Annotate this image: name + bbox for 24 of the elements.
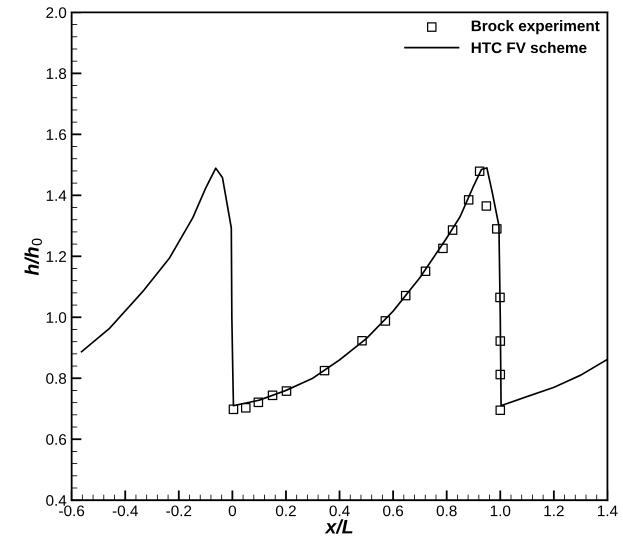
x-tick-label: -0.6 [59, 505, 84, 516]
y-tick-label: 1.8 [46, 68, 66, 80]
x-tick-label: -0.4 [112, 505, 138, 516]
x-tick-label: 1.2 [544, 505, 564, 516]
y-tick-label: 1.0 [46, 312, 66, 323]
x-tick-label: 0.6 [383, 505, 404, 516]
y-axis-title: h/h$_{0}$ [24, 238, 42, 276]
x-tick-label: 1.4 [598, 506, 618, 516]
y-tick-label: 0.6 [46, 434, 66, 445]
legend-label: Brock experiment [472, 20, 600, 34]
x-tick-label: 0 [228, 505, 236, 516]
y-tick-label: 1.6 [46, 129, 66, 140]
x-tick-label: 0.4 [330, 505, 350, 516]
y-tick-label: 1.4 [46, 190, 66, 201]
legend-label: HTC FV scheme [472, 42, 587, 54]
y-tick-label: 0.8 [46, 373, 66, 384]
y-tick-label: 1.2 [46, 251, 66, 262]
x-tick-label: 0.8 [436, 505, 457, 516]
x-tick-label: 0.2 [276, 505, 296, 516]
x-tick-label: -0.2 [166, 505, 192, 516]
y-tick-label: 2.0 [46, 7, 66, 18]
x-tick-label: 1.0 [490, 505, 510, 516]
x-axis-title: x/L [324, 519, 352, 534]
y-tick-label: 0.4 [46, 495, 66, 506]
